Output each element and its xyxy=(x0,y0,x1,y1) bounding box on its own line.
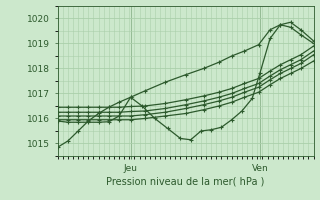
X-axis label: Pression niveau de la mer( hPa ): Pression niveau de la mer( hPa ) xyxy=(107,177,265,187)
